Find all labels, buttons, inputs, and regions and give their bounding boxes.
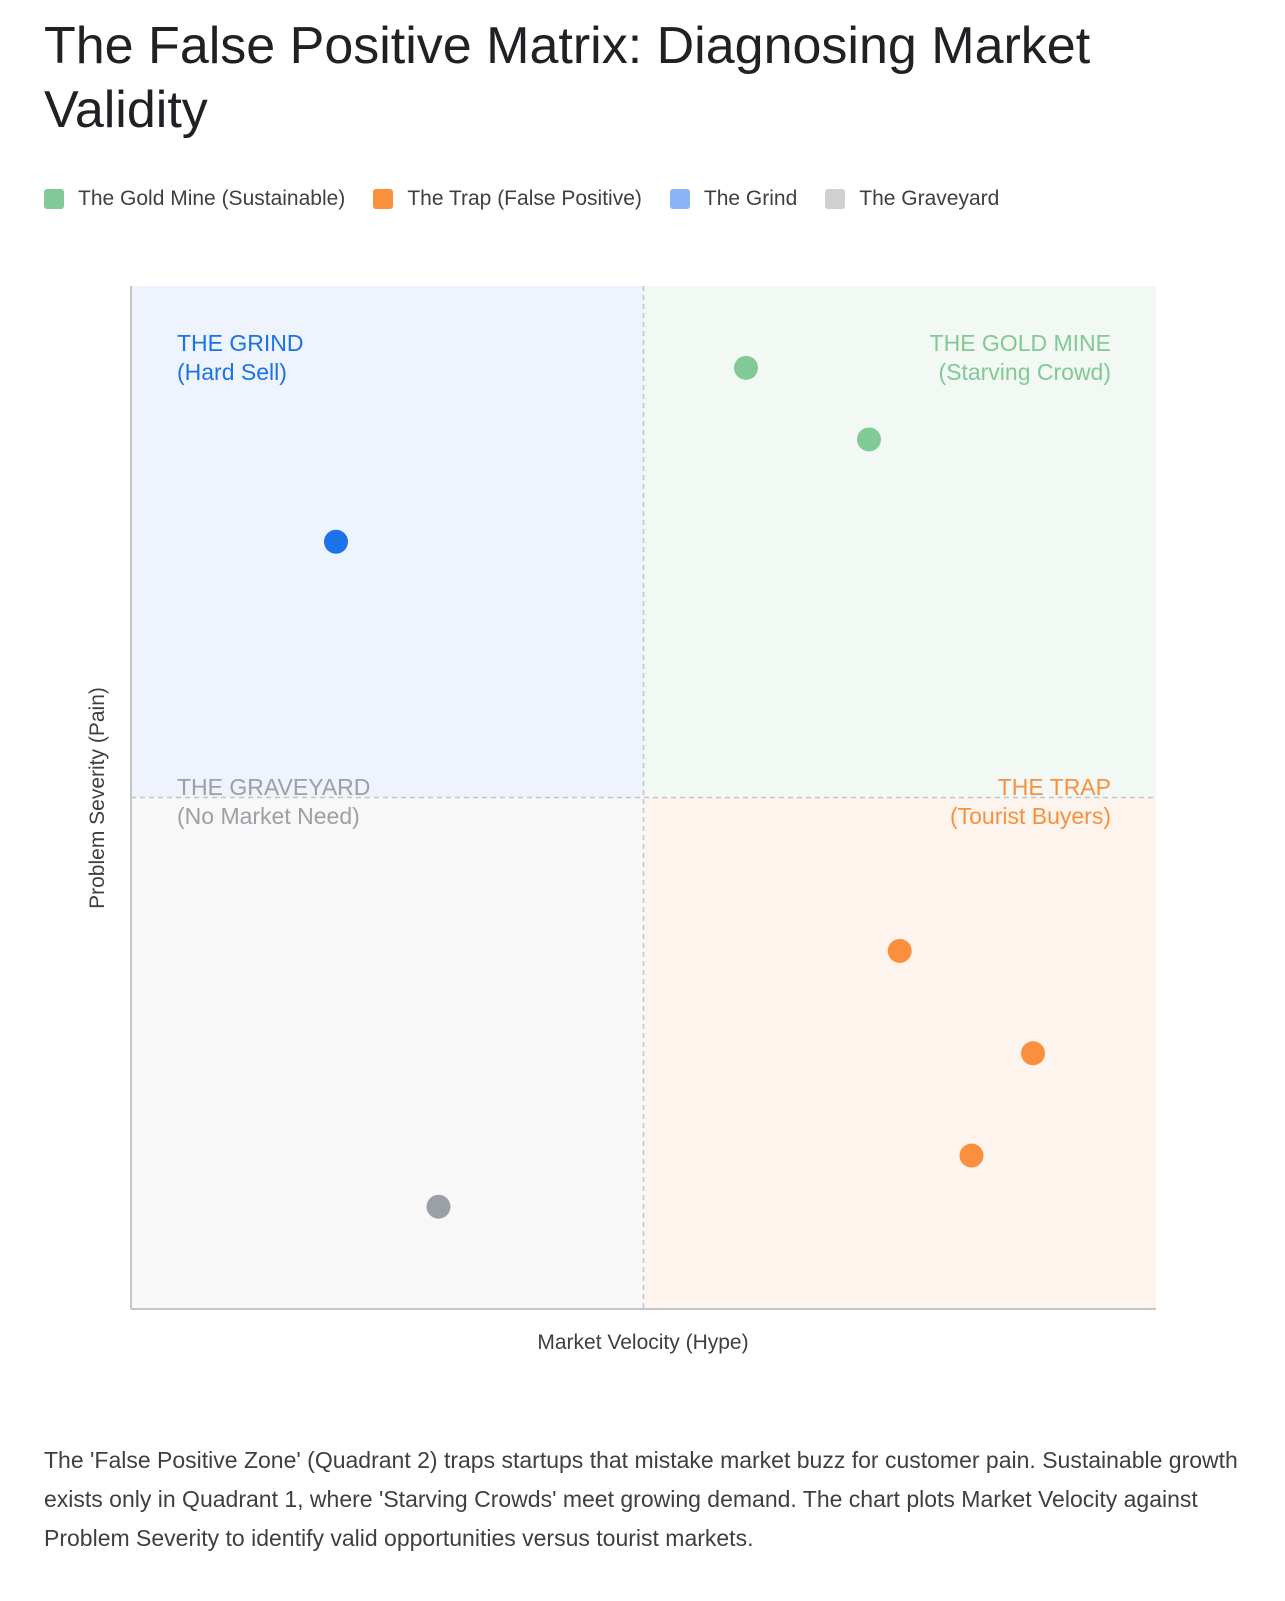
legend: The Gold Mine (Sustainable) The Trap (Fa… [44, 186, 1027, 212]
legend-label: The Trap (False Positive) [407, 187, 642, 210]
graveyard-label-title: THE GRAVEYARD [177, 774, 370, 800]
quadrant-labels: THE GRIND (Hard Sell) THE GOLD MINE (Starvi… [177, 330, 1111, 829]
data-point-s1-p2[interactable] [959, 1143, 984, 1168]
graveyard-label-subtitle: (No Market Need) [177, 803, 360, 829]
quadrant-graveyard [131, 797, 644, 1309]
data-point-s2-p0[interactable] [324, 529, 348, 554]
x-axis-label: Market Velocity (Hype) [537, 1331, 748, 1354]
legend-item-grind[interactable]: The Grind [669, 187, 798, 211]
gold-mine-label-title: THE GOLD MINE [930, 330, 1111, 356]
legend-swatch [373, 189, 394, 209]
legend-item-trap[interactable]: The Trap (False Positive) [373, 187, 642, 211]
legend-swatch [44, 189, 64, 209]
data-point-s3-p0[interactable] [426, 1194, 451, 1219]
y-axis-label: Problem Severity (Pain) [86, 687, 109, 909]
data-points [324, 355, 1045, 1219]
chart-caption: The 'False Positive Zone' (Quadrant 2) t… [44, 1447, 1238, 1551]
legend-swatch [825, 189, 846, 209]
quadrant-gold-mine [643, 286, 1156, 798]
quadrant-trap [643, 797, 1156, 1309]
legend-item-gold-mine[interactable]: The Gold Mine (Sustainable) [44, 187, 345, 211]
legend-swatch [669, 189, 690, 209]
trap-label-title: THE TRAP [998, 774, 1111, 800]
axes [130, 286, 1156, 1310]
legend-item-graveyard[interactable]: The Graveyard [825, 187, 999, 211]
grind-label-subtitle: (Hard Sell) [177, 359, 287, 385]
legend-label: The Gold Mine (Sustainable) [78, 187, 346, 210]
legend-label: The Grind [703, 187, 798, 210]
data-point-s1-p0[interactable] [887, 938, 912, 963]
legend-label: The Graveyard [859, 187, 1000, 210]
data-point-s1-p1[interactable] [1021, 1041, 1045, 1066]
quadrant-backgrounds [131, 286, 1156, 1309]
quadrant-grind [131, 286, 644, 798]
scatter-chart: THE GRIND (Hard Sell) THE GOLD MINE (Starvi… [86, 286, 1156, 1354]
data-point-s0-p1[interactable] [857, 427, 881, 452]
grind-label-title: THE GRIND [177, 330, 304, 356]
data-point-s0-p0[interactable] [734, 355, 758, 380]
chart-title: The False Positive Matrix: Diagnosing Ma… [44, 17, 1091, 139]
trap-label-subtitle: (Tourist Buyers) [950, 803, 1111, 829]
gold-mine-label-subtitle: (Starving Crowd) [938, 359, 1111, 385]
